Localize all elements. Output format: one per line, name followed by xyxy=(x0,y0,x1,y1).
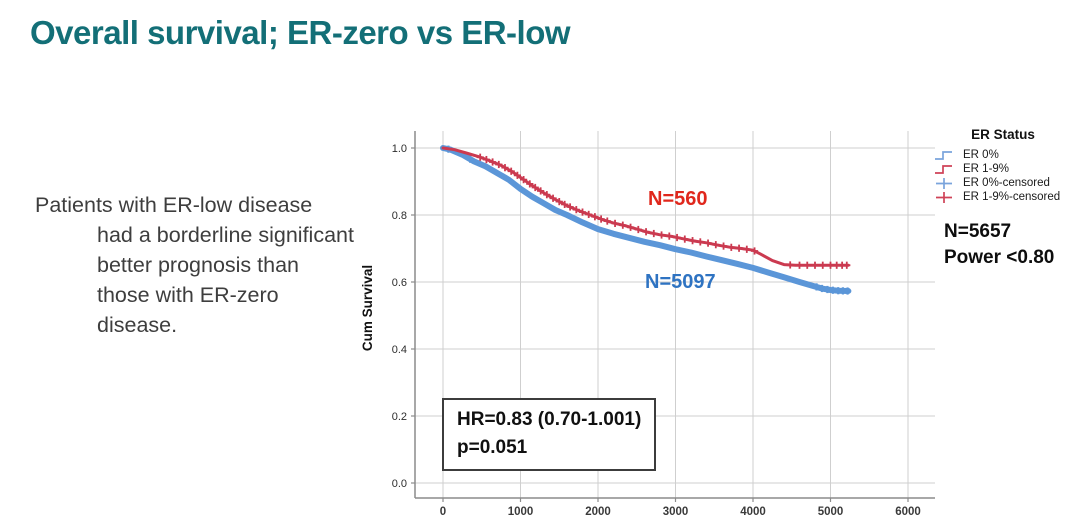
legend-item-er1-9: ER 1-9% xyxy=(934,162,1080,176)
legend-title: ER Status xyxy=(971,127,1035,142)
survival-chart: 0.0 0.2 0.4 0.6 0.8 1.0 0 1000 2000 3000 4000 5000 6… xyxy=(352,118,952,518)
svg-text:5000: 5000 xyxy=(818,506,844,518)
legend-label: ER 0%-censored xyxy=(963,177,1050,189)
hr-line: HR=0.83 (0.70-1.001) xyxy=(457,409,642,430)
svg-text:4000: 4000 xyxy=(740,506,766,518)
summary-line: better prognosis than xyxy=(97,253,299,277)
step-line-icon xyxy=(935,150,952,160)
step-line-icon xyxy=(935,164,952,174)
legend-label: ER 1-9% xyxy=(963,163,1010,175)
plus-marker-icon xyxy=(936,177,952,189)
chart-legend: ER Status ER 0% ER 1-9% ER 0%-censored E… xyxy=(930,127,1080,204)
svg-text:0.6: 0.6 xyxy=(392,277,407,289)
svg-text:0.2: 0.2 xyxy=(392,411,407,423)
red-curve-n-label: N=560 xyxy=(648,188,708,210)
legend-label: ER 1-9%-censored xyxy=(963,191,1061,203)
svg-text:0.0: 0.0 xyxy=(392,478,407,490)
summary-line: Patients with ER-low disease xyxy=(35,193,313,217)
legend-item-er1-9-censored: ER 1-9%-censored xyxy=(934,190,1080,204)
page-title: Overall survival; ER-zero vs ER-low xyxy=(30,14,571,51)
plus-marker-icon xyxy=(936,191,952,203)
svg-text:6000: 6000 xyxy=(895,506,921,518)
svg-text:0.8: 0.8 xyxy=(392,210,407,222)
svg-text:0.4: 0.4 xyxy=(392,344,407,356)
summary-line: those with ER-zero xyxy=(97,283,279,307)
svg-text:1000: 1000 xyxy=(508,506,534,518)
pvalue-line: p=0.051 xyxy=(457,436,528,458)
stats-block: N=5657 Power <0.80 xyxy=(944,219,1054,271)
hazard-ratio-annotation: HR=0.83 (0.70-1.001) p=0.051 xyxy=(442,398,657,472)
summary-text-block: Patients with ER-low disease had a borde… xyxy=(35,190,365,340)
svg-text:1.0: 1.0 xyxy=(392,143,407,155)
legend-item-er0-censored: ER 0%-censored xyxy=(934,176,1080,190)
svg-text:Cum Survival: Cum Survival xyxy=(360,265,375,351)
svg-text:3000: 3000 xyxy=(663,506,689,518)
summary-line: disease. xyxy=(97,313,178,337)
legend-item-er0: ER 0% xyxy=(934,148,1080,162)
power-value: Power <0.80 xyxy=(944,247,1055,268)
legend-label: ER 0% xyxy=(963,149,999,161)
svg-text:0: 0 xyxy=(440,506,446,518)
blue-curve-n-label: N=5097 xyxy=(645,271,716,293)
kaplan-meier-plot: 0.0 0.2 0.4 0.6 0.8 1.0 0 1000 2000 3000 4000 5000 6… xyxy=(360,131,935,518)
total-n-value: N=5657 xyxy=(944,221,1012,242)
svg-text:2000: 2000 xyxy=(585,506,611,518)
summary-line: had a borderline significant xyxy=(97,223,354,247)
